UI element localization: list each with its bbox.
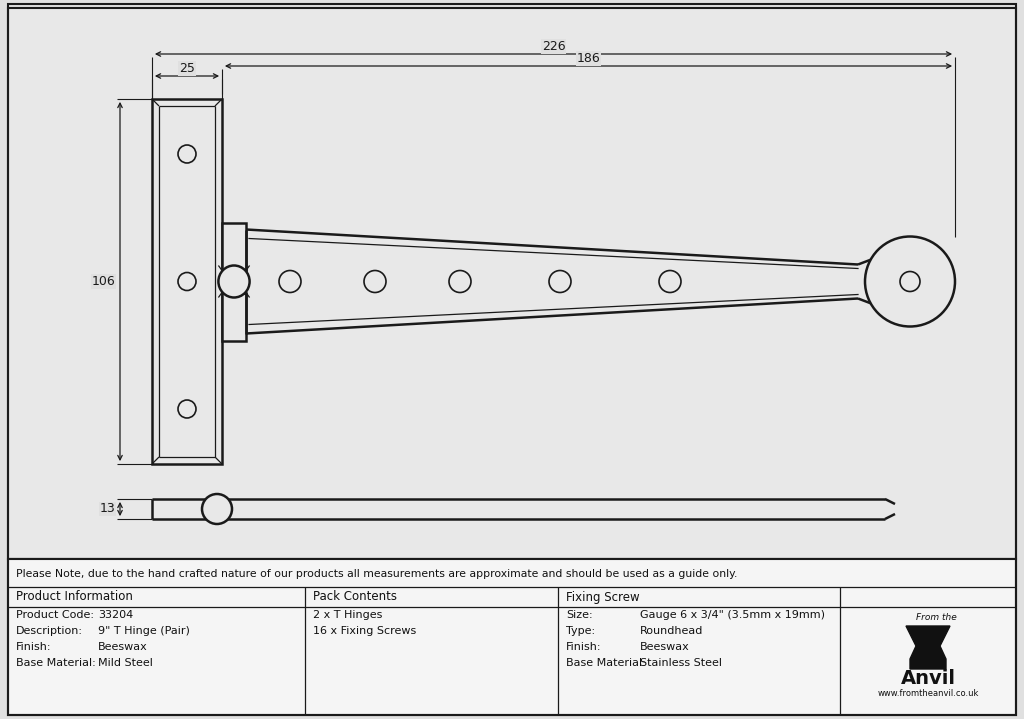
Text: 13: 13 (99, 503, 115, 516)
Text: Gauge 6 x 3/4" (3.5mm x 19mm): Gauge 6 x 3/4" (3.5mm x 19mm) (640, 610, 825, 620)
Text: Fixing Screw: Fixing Screw (566, 590, 640, 603)
Polygon shape (906, 626, 950, 669)
Text: Stainless Steel: Stainless Steel (640, 658, 722, 668)
Text: Please Note, due to the hand crafted nature of our products all measurements are: Please Note, due to the hand crafted nat… (16, 569, 737, 579)
Circle shape (865, 237, 955, 326)
Text: Finish:: Finish: (566, 642, 601, 652)
Ellipse shape (218, 265, 250, 298)
Text: Beeswax: Beeswax (98, 642, 147, 652)
Text: From the: From the (915, 613, 956, 623)
Text: 226: 226 (542, 40, 565, 53)
Text: 25: 25 (179, 62, 195, 75)
Text: Finish:: Finish: (16, 642, 51, 652)
Text: Pack Contents: Pack Contents (313, 590, 397, 603)
Circle shape (202, 494, 232, 524)
Bar (152, 99, 222, 464)
Text: Anvil: Anvil (900, 669, 955, 689)
Text: Base Material:: Base Material: (16, 658, 96, 668)
Text: 16 x Fixing Screws: 16 x Fixing Screws (313, 626, 416, 636)
Text: www.fromtheanvil.co.uk: www.fromtheanvil.co.uk (878, 689, 979, 697)
Text: Description:: Description: (16, 626, 83, 636)
Text: 2 x T Hinges: 2 x T Hinges (313, 610, 382, 620)
Text: Type:: Type: (566, 626, 595, 636)
Text: 106: 106 (91, 275, 115, 288)
Bar (222, 222, 246, 270)
Text: Beeswax: Beeswax (640, 642, 690, 652)
Text: Product Code:: Product Code: (16, 610, 94, 620)
Bar (8, 8, 1016, 559)
Text: Base Material:: Base Material: (566, 658, 646, 668)
Text: 186: 186 (577, 52, 600, 65)
Bar (8, 559, 1016, 715)
Text: Roundhead: Roundhead (640, 626, 703, 636)
Text: 33204: 33204 (98, 610, 133, 620)
Text: Size:: Size: (566, 610, 593, 620)
Text: Product Information: Product Information (16, 590, 133, 603)
Text: Mild Steel: Mild Steel (98, 658, 153, 668)
Text: 9" T Hinge (Pair): 9" T Hinge (Pair) (98, 626, 189, 636)
Bar (222, 293, 246, 341)
